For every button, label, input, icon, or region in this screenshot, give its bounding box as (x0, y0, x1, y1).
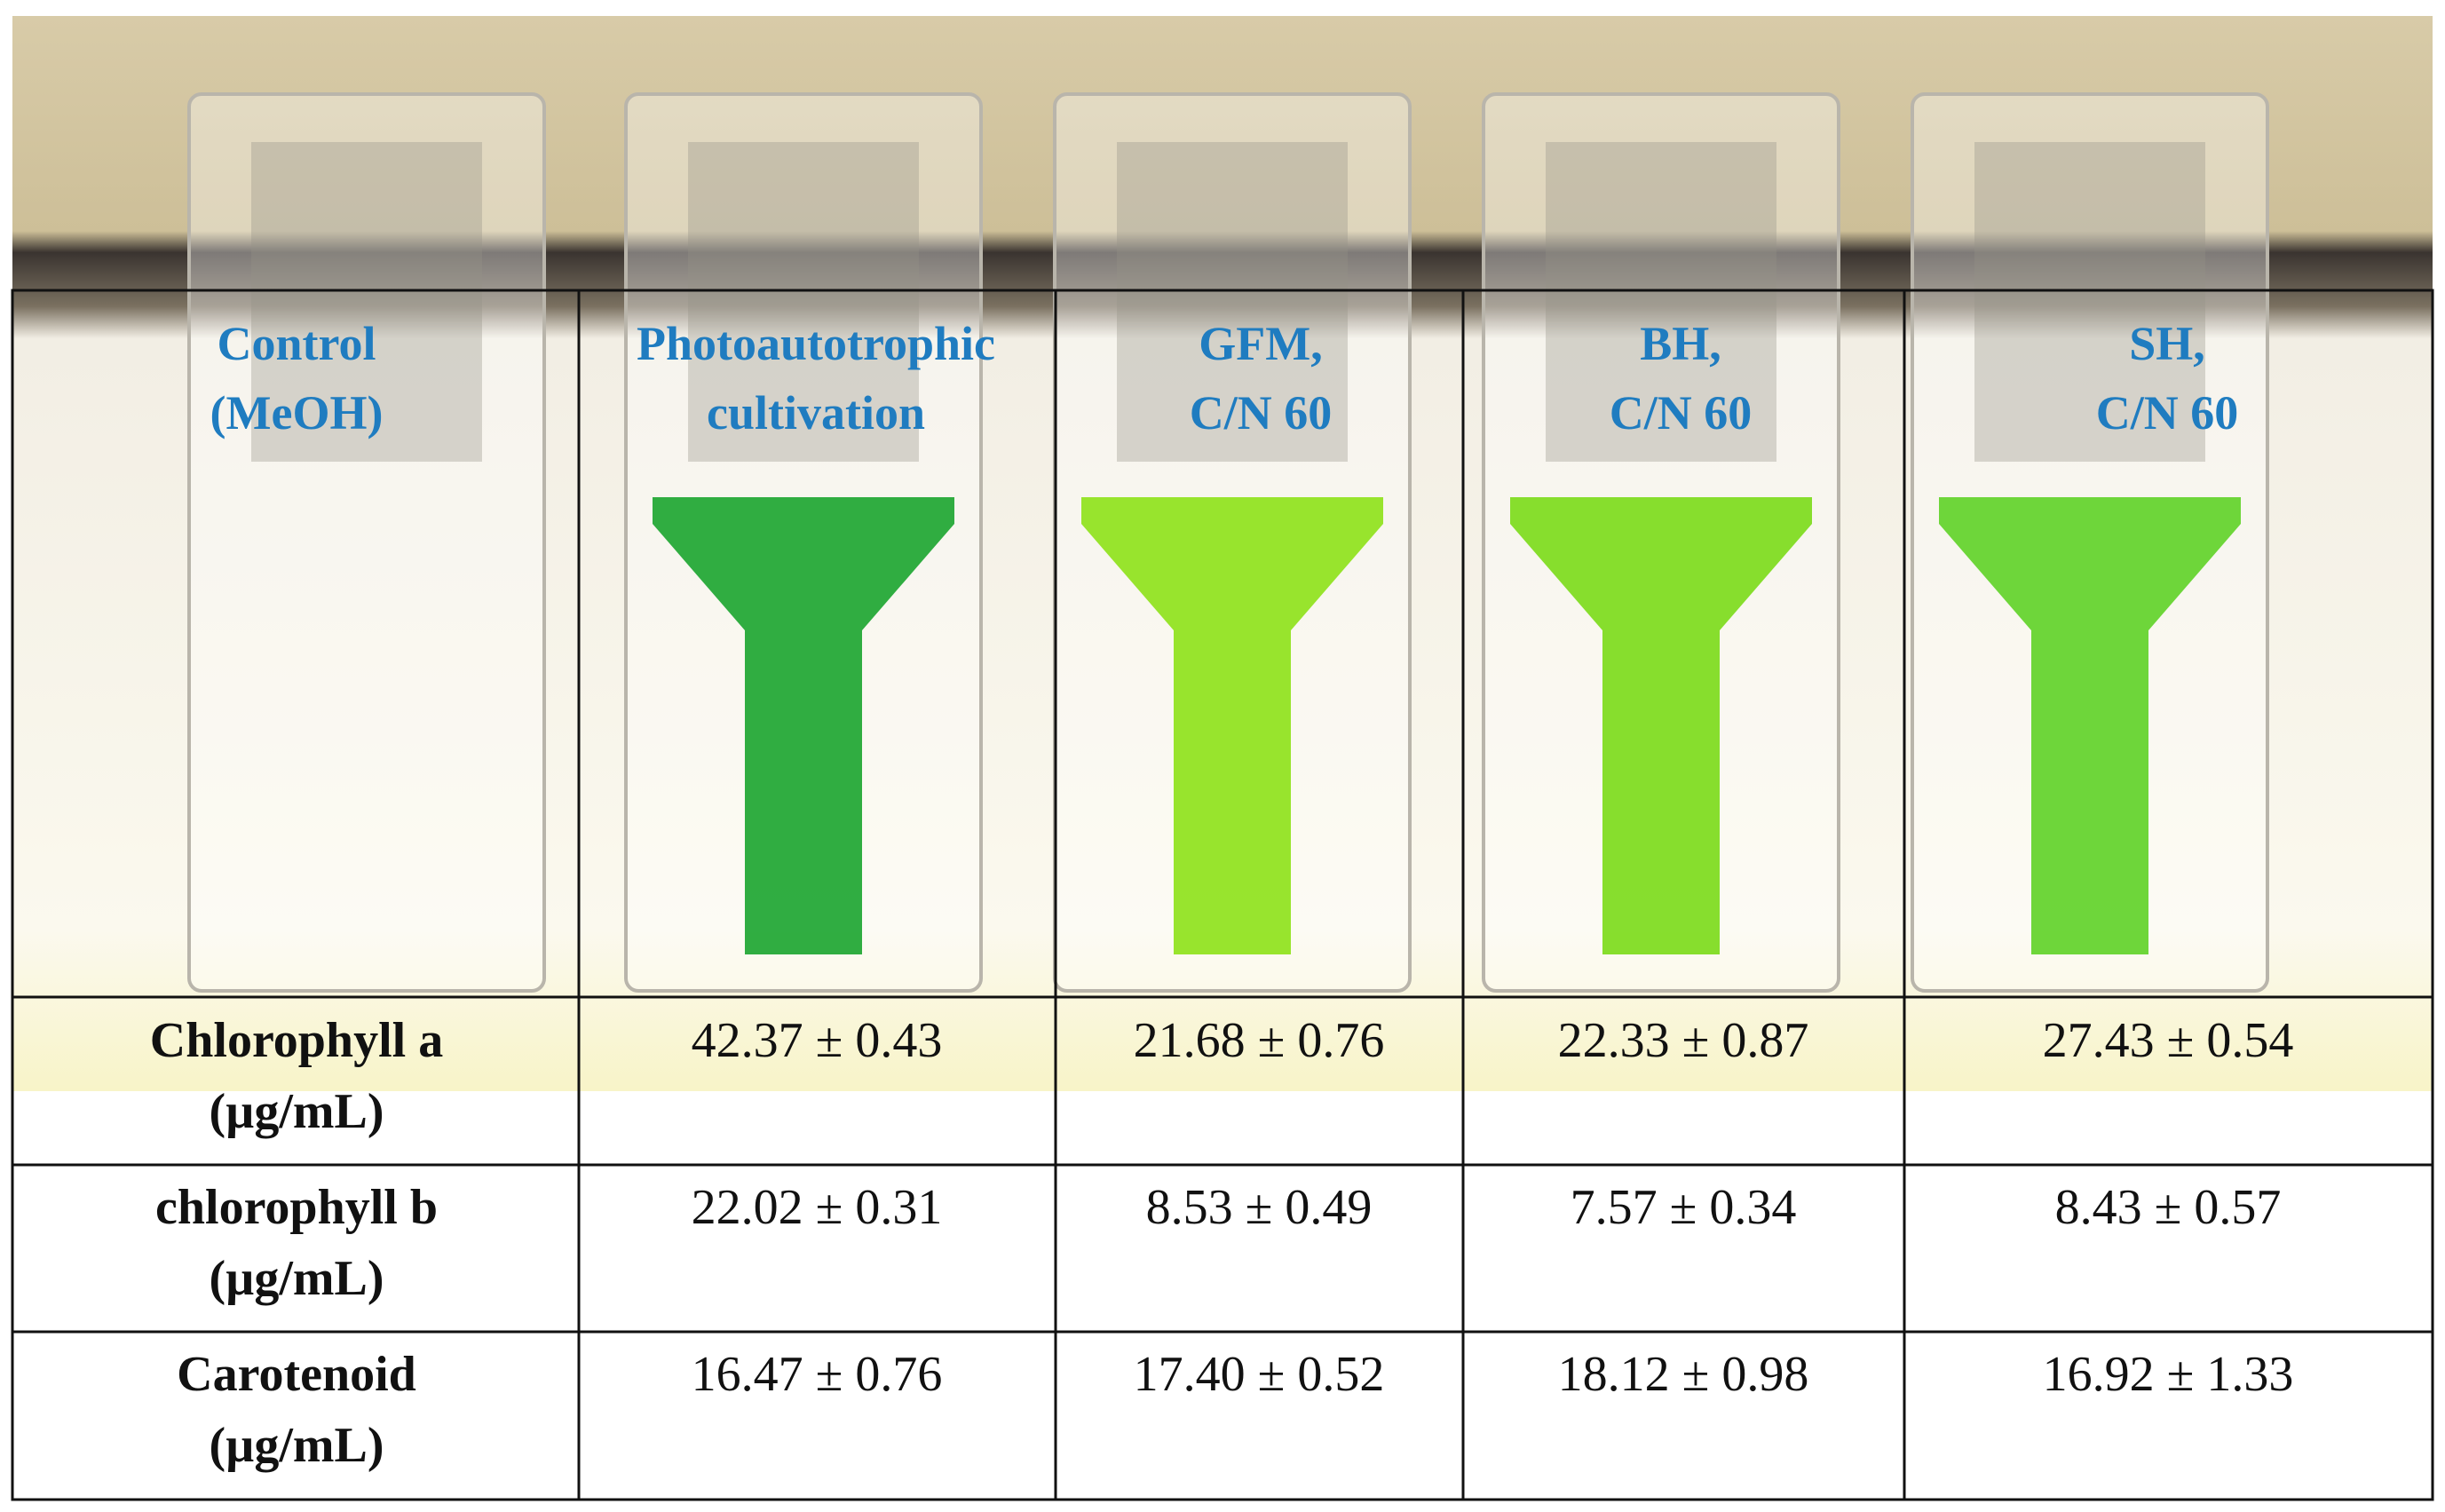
cuvette-window (688, 142, 919, 462)
cuvette (187, 92, 546, 993)
cell-value: 42.37 ± 0.43 (692, 1013, 943, 1068)
cuvette-window (1974, 142, 2205, 462)
cell-value: 17.40 ± 0.52 (1134, 1347, 1385, 1402)
cell-value: 22.02 ± 0.31 (692, 1180, 943, 1235)
column-header: C/N 60 (1610, 386, 1753, 439)
cuvettes (187, 92, 2269, 993)
row-label: (µg/mL) (209, 1418, 384, 1473)
liquid (653, 497, 954, 954)
cell-value: 16.92 ± 1.33 (2043, 1347, 2294, 1402)
column-header: Photoautotrophic (637, 317, 995, 370)
row-label: Chlorophyll a (150, 1013, 443, 1068)
liquid (1939, 497, 2241, 954)
column-header: (MeOH) (210, 386, 384, 439)
column-header: C/N 60 (1190, 386, 1333, 439)
column-header: BH, (1640, 317, 1721, 370)
cuvette-window (251, 142, 482, 462)
cell-value: 18.12 ± 0.98 (1558, 1347, 1809, 1402)
liquid (1081, 497, 1383, 954)
column-header: cultivation (707, 386, 925, 439)
cuvette-window (1546, 142, 1776, 462)
cell-value: 22.33 ± 0.87 (1558, 1013, 1809, 1068)
row-label: (µg/mL) (209, 1084, 384, 1139)
row-label: chlorophyll b (155, 1180, 438, 1235)
row-label: (µg/mL) (209, 1251, 384, 1306)
cell-value: 7.57 ± 0.34 (1571, 1180, 1797, 1235)
column-header: GFM, (1199, 317, 1322, 370)
cell-value: 8.43 ± 0.57 (2055, 1180, 2282, 1235)
cuvette-window (1117, 142, 1348, 462)
row-label: Carotenoid (177, 1347, 416, 1402)
cell-value: 27.43 ± 0.54 (2043, 1013, 2294, 1068)
table-grid (11, 289, 2434, 1501)
column-header: C/N 60 (2096, 386, 2239, 439)
cell-value: 16.47 ± 0.76 (692, 1347, 943, 1402)
cell-value: 8.53 ± 0.49 (1146, 1180, 1373, 1235)
column-header: SH, (2129, 317, 2205, 370)
cell-value: 21.68 ± 0.76 (1134, 1013, 1385, 1068)
liquid (1510, 497, 1812, 954)
column-header: Control (217, 317, 376, 370)
